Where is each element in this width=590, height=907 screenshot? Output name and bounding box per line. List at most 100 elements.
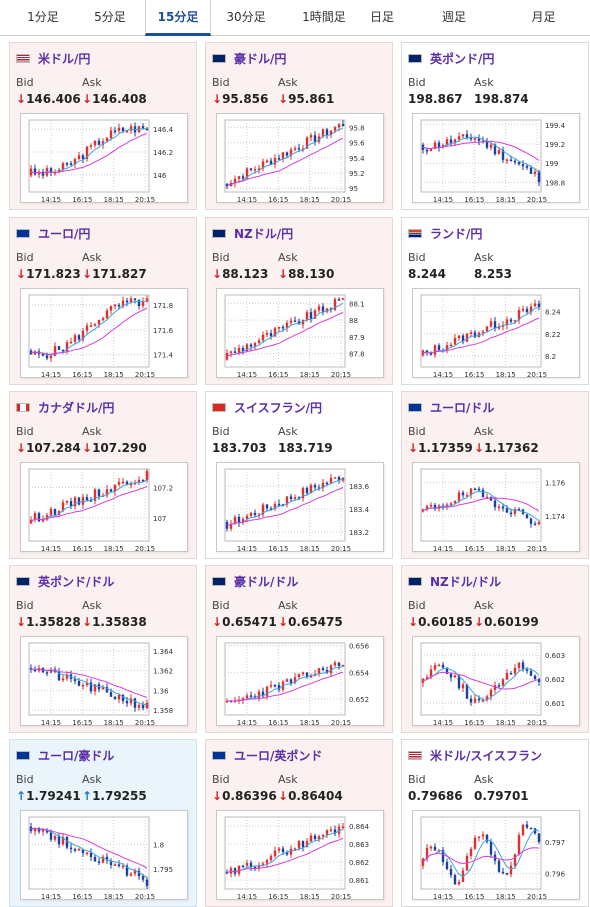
currency-card[interactable]: 米ドル/スイスフラン Bid Ask 0.79686 0.79701 14:15 16:15… [401, 739, 589, 907]
ask-value-wrap: 198.874 [474, 92, 529, 106]
currency-card[interactable]: 豪ドル/円 Bid Ask ↓95.856 ↓95.861 14:15 16:15 18:15… [205, 42, 393, 210]
price-chart[interactable]: 14:15 16:15 18:15 20:15 146.4 146.2 146 [20, 113, 188, 204]
pair-name[interactable]: 米ドル/円 [38, 51, 91, 66]
candle-body [433, 142, 437, 149]
price-chart[interactable]: 14:15 16:15 18:15 20:15 0.656 0.654 0.652 [216, 636, 384, 727]
tab-5分足[interactable]: 5分足 [94, 10, 126, 24]
tab-週足[interactable]: 週足 [441, 10, 466, 24]
currency-card[interactable]: ユーロ/円 Bid Ask ↓171.823 ↓171.827 14:15 16:15 18:… [9, 217, 197, 385]
tab-15分足[interactable]: 15分足 [145, 0, 211, 36]
price-chart[interactable]: 14:15 16:15 18:15 20:15 88.1 88 87.9 87.8 [216, 288, 384, 379]
currency-card[interactable]: 英ポンド/円 Bid Ask 198.867 198.874 14:15 16:15 18:1… [401, 42, 589, 210]
pair-link[interactable]: 豪ドル/ドル [212, 572, 298, 590]
currency-card[interactable]: ユーロ/ドル Bid Ask ↓1.17359 ↓1.17362 14:15 16:15 18… [401, 391, 589, 559]
pair-link[interactable]: ユーロ/英ポンド [212, 746, 322, 764]
candle-body [461, 134, 465, 137]
candle-body [233, 868, 237, 874]
currency-card[interactable]: ユーロ/豪ドル Bid Ask ↑1.79241 ↑1.79255 14:15 16:15 1… [9, 739, 197, 907]
pair-link[interactable]: ユーロ/ドル [408, 398, 494, 416]
pair-name[interactable]: ユーロ/英ポンド [234, 748, 323, 763]
candle-body [525, 824, 529, 828]
x-tick-label: 16:15 [464, 371, 484, 379]
pair-name[interactable]: NZドル/円 [234, 226, 294, 241]
pair-name[interactable]: 英ポンド/ドル [38, 574, 115, 589]
price-chart-svg: 14:15 16:15 18:15 20:15 88.1 88 87.9 87.8 [224, 294, 365, 379]
pair-link[interactable]: 英ポンド/ドル [16, 572, 114, 590]
candle-body [301, 148, 305, 151]
currency-card[interactable]: スイスフラン/円 Bid Ask 183.703 183.719 14:15 16:15 18… [205, 391, 393, 559]
ask-value: 171.827 [92, 267, 147, 281]
currency-card[interactable]: 米ドル/円 Bid Ask ↓146.406 ↓146.408 14:15 16:15 18:… [9, 42, 197, 210]
candle-body [121, 481, 125, 484]
tab-1時間足[interactable]: 1時間足 [302, 10, 346, 24]
currency-card[interactable]: NZドル/円 Bid Ask ↓88.123 ↓88.130 14:15 16:15 18:1… [205, 217, 393, 385]
currency-card[interactable]: NZドル/ドル Bid Ask ↓0.60185 ↓0.60199 14:15 16:15 1… [401, 565, 589, 733]
pair-name[interactable]: 豪ドル/ドル [234, 574, 299, 589]
candle-body [113, 864, 117, 866]
candle-body [429, 148, 433, 151]
candle-body [473, 837, 477, 849]
price-chart[interactable]: 14:15 16:15 18:15 20:15 1.8 1.795 [20, 810, 188, 901]
pair-name[interactable]: 米ドル/スイスフラン [430, 748, 543, 763]
pair-name[interactable]: 豪ドル/円 [234, 51, 287, 66]
price-chart-svg: 14:15 16:15 18:15 20:15 95.8 95.6 95.4 95.2 95 [224, 119, 365, 204]
candle-body [429, 846, 433, 849]
pair-name[interactable]: ユーロ/円 [38, 226, 91, 241]
currency-card[interactable]: ランド/円 Bid Ask 8.244 8.253 14:15 16:15 18:15 20:1… [401, 217, 589, 385]
candle-body [101, 141, 105, 145]
candle-body [469, 137, 473, 140]
price-chart[interactable]: 14:15 16:15 18:15 20:15 1.364 1.362 1.36 1.358 [20, 636, 188, 727]
pair-link[interactable]: NZドル/ドル [408, 572, 501, 590]
tab-1分足[interactable]: 1分足 [27, 10, 59, 24]
candle-body [425, 149, 429, 152]
tab-日足[interactable]: 日足 [369, 10, 394, 24]
tab-月足[interactable]: 月足 [531, 10, 556, 24]
price-chart[interactable]: 14:15 16:15 18:15 20:15 8.24 8.22 8.2 [412, 288, 580, 379]
pair-name[interactable]: ランド/円 [430, 226, 483, 241]
ask-value: 95.861 [288, 92, 335, 106]
ask-value: 0.79701 [474, 789, 529, 803]
price-chart[interactable]: 14:15 16:15 18:15 20:15 95.8 95.6 95.4 95.2 95 [216, 113, 384, 204]
price-chart[interactable]: 14:15 16:15 18:15 20:15 1.176 1.174 [412, 462, 580, 553]
currency-card[interactable]: ユーロ/英ポンド Bid Ask ↓0.86396 ↓0.86404 14:15 16:15… [205, 739, 393, 907]
price-chart[interactable]: 14:15 16:15 18:15 20:15 0.864 0.863 0.862 0.861 [216, 810, 384, 901]
flag-icon [212, 750, 226, 760]
pair-name[interactable]: 英ポンド/円 [430, 51, 495, 66]
candle-body [305, 841, 309, 848]
pair-link[interactable]: スイスフラン/円 [212, 398, 322, 416]
pair-name[interactable]: ユーロ/ドル [430, 400, 495, 415]
currency-card[interactable]: 英ポンド/ドル Bid Ask ↓1.35828 ↓1.35838 14:15 16:15 1… [9, 565, 197, 733]
candle-body [65, 163, 69, 165]
candle-body [89, 682, 93, 692]
price-chart[interactable]: 14:15 16:15 18:15 20:15 171.8 171.6 171.4 [20, 288, 188, 379]
pair-link[interactable]: ランド/円 [408, 224, 482, 242]
x-tick-label: 14:15 [41, 719, 61, 727]
pair-name[interactable]: カナダドル/円 [38, 400, 115, 415]
pair-link[interactable]: 豪ドル/円 [212, 49, 286, 67]
pair-link[interactable]: ユーロ/豪ドル [16, 746, 114, 764]
price-chart[interactable]: 14:15 16:15 18:15 20:15 199.4 199.2 199 198.8 [412, 113, 580, 204]
price-chart[interactable]: 14:15 16:15 18:15 20:15 183.6 183.4 183.2 [216, 462, 384, 553]
y-tick-label: 183.2 [349, 529, 369, 537]
price-chart[interactable]: 14:15 16:15 18:15 20:15 0.797 0.796 [412, 810, 580, 901]
pair-link[interactable]: 米ドル/スイスフラン [408, 746, 542, 764]
currency-card[interactable]: 豪ドル/ドル Bid Ask ↓0.65471 ↓0.65475 14:15 16:15 18… [205, 565, 393, 733]
pair-link[interactable]: カナダドル/円 [16, 398, 114, 416]
pair-link[interactable]: ユーロ/円 [16, 224, 90, 242]
currency-card[interactable]: カナダドル/円 Bid Ask ↓107.284 ↓107.290 14:15 16:15 1… [9, 391, 197, 559]
x-tick-label: 18:15 [496, 893, 516, 901]
candle-body [433, 345, 437, 355]
pair-link[interactable]: NZドル/円 [212, 224, 293, 242]
pair-name[interactable]: NZドル/ドル [430, 574, 502, 589]
ma-long-line [30, 307, 148, 355]
pair-name[interactable]: スイスフラン/円 [234, 400, 323, 415]
tab-30分足[interactable]: 30分足 [226, 10, 266, 24]
pair-link[interactable]: 英ポンド/円 [408, 49, 494, 67]
pair-name[interactable]: ユーロ/豪ドル [38, 748, 115, 763]
candle-body [505, 159, 509, 162]
price-chart-svg: 14:15 16:15 18:15 20:15 1.176 1.174 [420, 468, 566, 553]
price-chart[interactable]: 14:15 16:15 18:15 20:15 0.603 0.602 0.601 [412, 636, 580, 727]
candle-body [241, 698, 245, 700]
price-chart[interactable]: 14:15 16:15 18:15 20:15 107.2 107 [20, 462, 188, 553]
pair-link[interactable]: 米ドル/円 [16, 49, 90, 67]
